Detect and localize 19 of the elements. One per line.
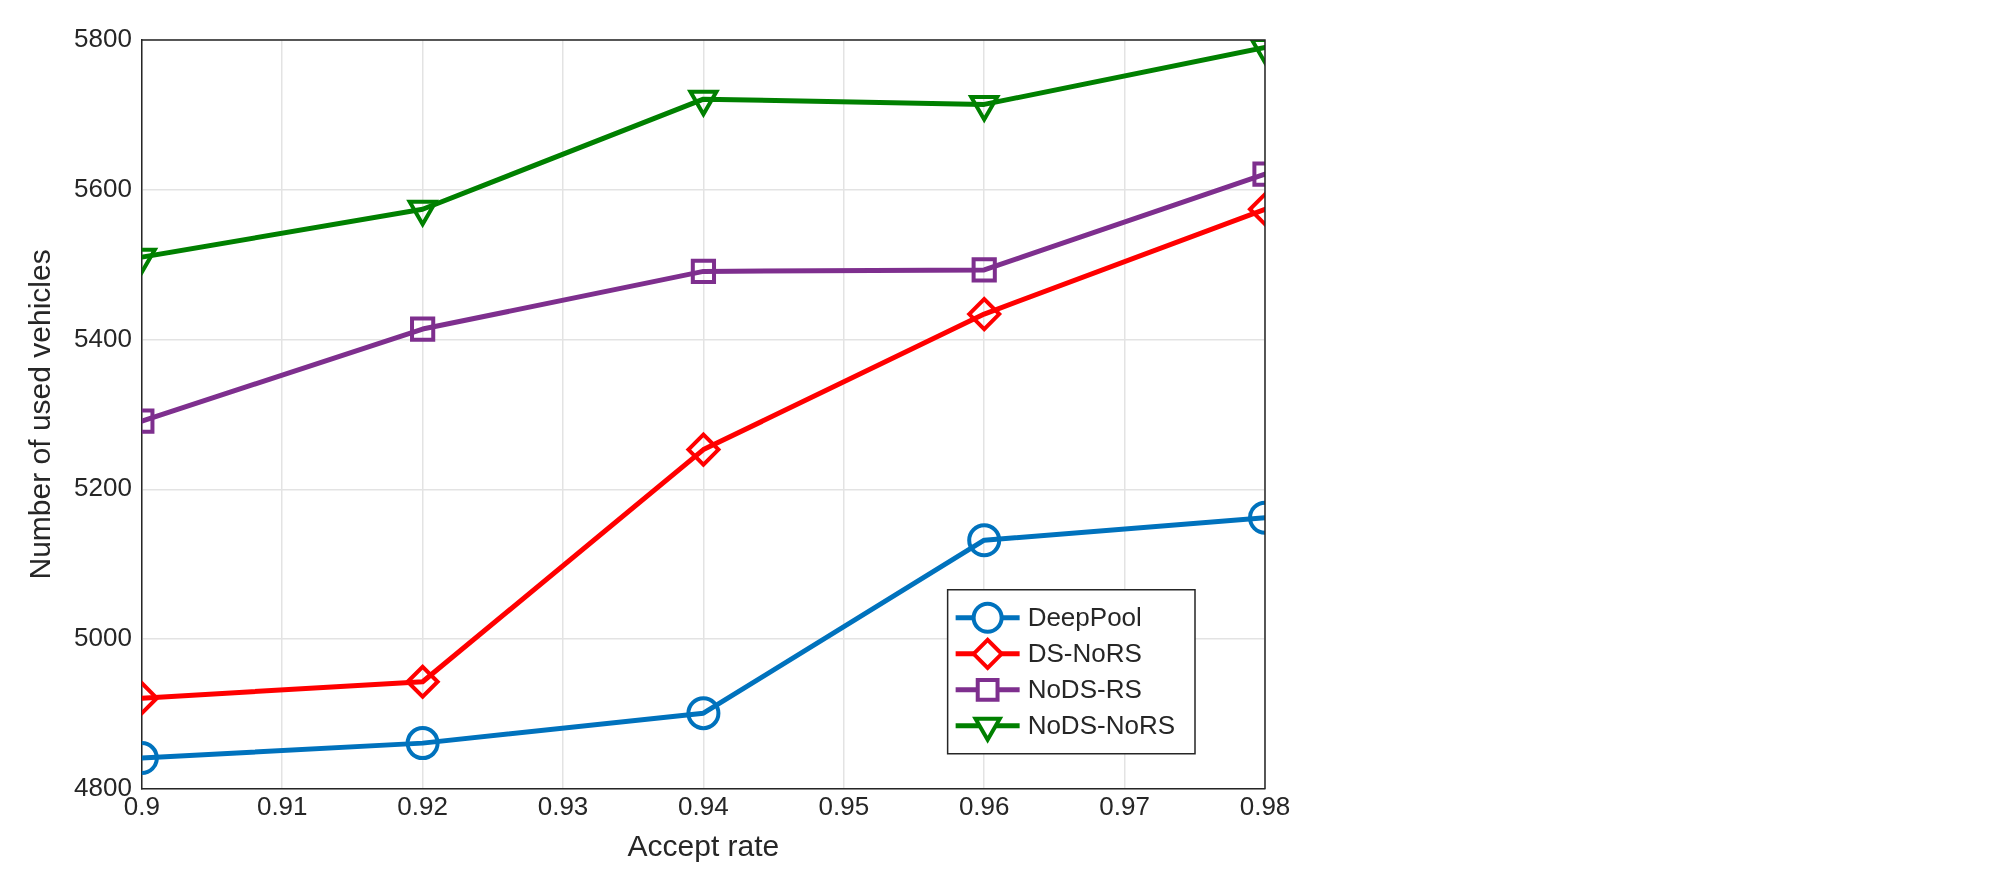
x-tick-label: 0.96 (958, 790, 1010, 821)
legend-label: DeepPool (1027, 601, 1142, 632)
x-tick-label: 0.97 (1099, 790, 1150, 821)
y-tick-label: 5000 (74, 622, 132, 653)
y-tick-label: 5600 (74, 172, 132, 203)
x-tick-label: 0.93 (537, 790, 589, 821)
x-tick-label: 0.92 (397, 790, 448, 821)
y-tick-label: 5800 (74, 23, 132, 54)
legend-label: NoDS-RS (1027, 673, 1142, 704)
x-axis-title: Accept rate (627, 829, 780, 863)
x-tick-label: 0.95 (818, 790, 870, 821)
y-tick-label: 5400 (74, 322, 132, 353)
y-tick-label: 5200 (74, 472, 132, 503)
legend-label: DS-NoRS (1027, 637, 1142, 668)
x-tick-label: 0.94 (678, 790, 729, 821)
legend-label: NoDS-NoRS (1027, 709, 1176, 740)
x-tick-label: 0.91 (256, 790, 308, 821)
y-axis-title: Number of used vehicles (23, 249, 57, 580)
x-tick-label: 0.98 (1239, 790, 1291, 821)
